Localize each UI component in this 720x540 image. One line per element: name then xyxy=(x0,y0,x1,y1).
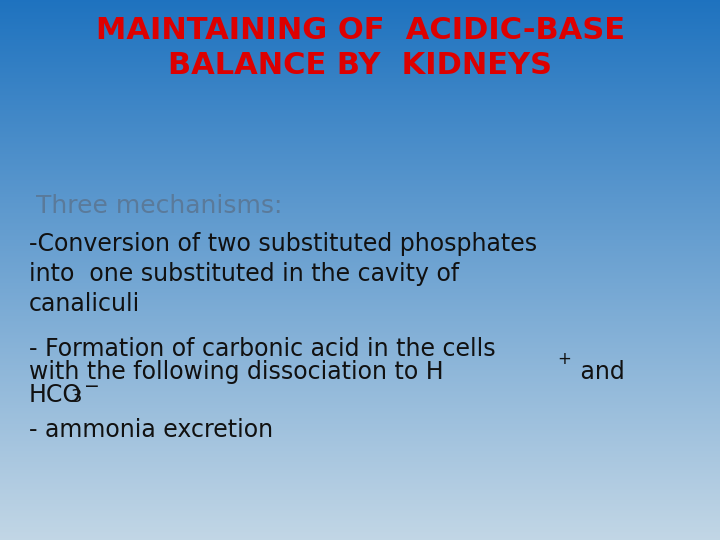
Text: - ammonia excretion: - ammonia excretion xyxy=(29,418,273,442)
Text: 3: 3 xyxy=(71,388,82,406)
Text: and: and xyxy=(573,361,625,384)
Text: - Formation of carbonic acid in the cells: - Formation of carbonic acid in the cell… xyxy=(29,338,495,361)
Text: −: − xyxy=(84,376,99,395)
Text: MAINTAINING OF  ACIDIC-BASE
BALANCE BY  KIDNEYS: MAINTAINING OF ACIDIC-BASE BALANCE BY KI… xyxy=(96,16,624,80)
Text: -Conversion of two substituted phosphates
into  one substituted in the cavity of: -Conversion of two substituted phosphate… xyxy=(29,232,537,315)
Text: +: + xyxy=(557,350,571,368)
Text: with the following dissociation to H: with the following dissociation to H xyxy=(29,361,444,384)
Text: Three mechanisms:: Three mechanisms: xyxy=(36,194,282,218)
Text: HCO: HCO xyxy=(29,383,82,407)
